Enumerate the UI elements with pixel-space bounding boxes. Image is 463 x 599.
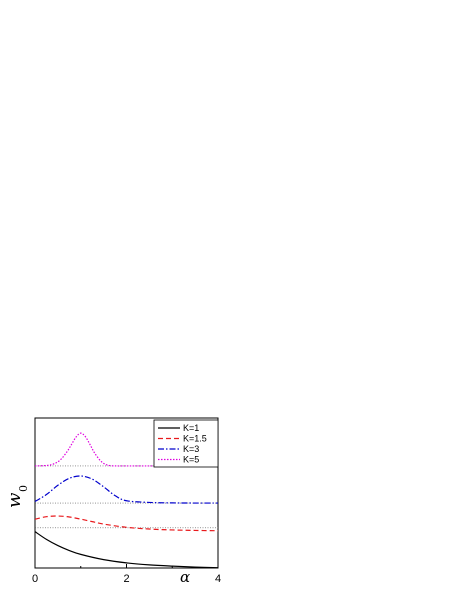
- x-tick-label: 0: [32, 573, 38, 585]
- series-line-k-3: [34, 475, 219, 504]
- series-line-k-1: [34, 531, 219, 569]
- series-line-k-1-5: [34, 515, 219, 532]
- legend: K=1K=1.5K=3K=5: [153, 419, 219, 468]
- legend-label-k-1: K=1: [183, 423, 199, 433]
- legend-label-k-5: K=5: [183, 455, 199, 465]
- x-axis-label: α: [180, 568, 190, 586]
- axes: 0 2 4: [32, 417, 221, 585]
- y-axis-label: w 0: [4, 485, 30, 508]
- series-line-k-5: [34, 432, 218, 467]
- x-tick-label: 4: [215, 573, 221, 585]
- y-axis-label-subscript: 0: [17, 485, 30, 492]
- legend-label-k-3: K=3: [183, 444, 199, 454]
- legend-label-k-1-5: K=1.5: [183, 434, 207, 444]
- y-axis-label-main: w: [4, 492, 25, 508]
- x-tick-label: 2: [123, 573, 129, 585]
